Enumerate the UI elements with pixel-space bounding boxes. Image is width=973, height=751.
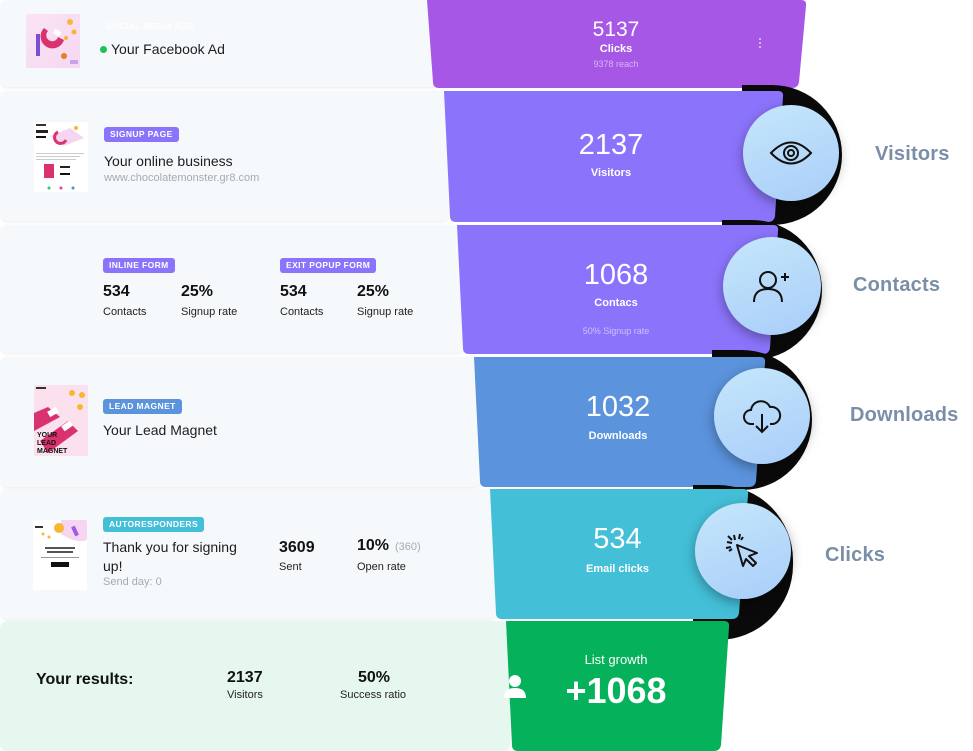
signup-rate-detail: 50% Signup rate: [582, 326, 650, 336]
autoresponder-card[interactable]: AUTORESPONDERS Thank you for signing up!…: [0, 489, 497, 619]
open-count: (360): [395, 541, 421, 553]
user-plus-icon: [753, 271, 789, 303]
sent-count: 3609: [279, 539, 315, 556]
eye-icon: [769, 141, 813, 165]
svg-text:LEAD: LEAD: [37, 440, 56, 447]
autoresponder-thumbnail: [33, 520, 87, 590]
signup-page-url[interactable]: www.chocolatemonster.gr8.com: [104, 172, 260, 184]
visitors-stage-button[interactable]: [743, 105, 839, 201]
funnel-stage-clicks[interactable]: 5137 Clicks 9378 reach: [425, 0, 807, 88]
signup-page-card[interactable]: SIGNUP PAGE Your online business www.cho…: [0, 91, 450, 221]
exit-popup-form-badge: EXIT POPUP FORM: [280, 258, 377, 273]
contacts-stage-label: Contacts: [853, 274, 941, 296]
open-rate-label: Open rate: [357, 561, 406, 573]
facebook-ad-thumbnail: [26, 14, 80, 68]
signup-page-title: Your online business: [104, 153, 233, 169]
exit-popup-contacts-label: Contacts: [280, 306, 324, 318]
autoresponders-badge: AUTORESPONDERS: [103, 517, 205, 532]
contacts-stage-button[interactable]: [723, 237, 821, 335]
funnel-stage-downloads[interactable]: 1032 Downloads: [470, 357, 766, 487]
inline-form-badge: INLINE FORM: [103, 258, 175, 273]
autoresponder-title-line1: Thank you for signing: [103, 539, 237, 555]
inline-form-rate: 25%: [181, 283, 214, 300]
results-visitors: 2137: [227, 669, 263, 686]
downloads-value: 1032: [585, 391, 651, 423]
results-card: Your results: 2137 Visitors 50% Success …: [0, 621, 510, 751]
contacts-value: 1068: [583, 259, 649, 291]
clicks-value: 5137: [592, 18, 640, 41]
list-growth-panel: List growth +1068: [502, 621, 730, 751]
ad-title: Your Facebook Ad: [111, 41, 225, 57]
list-growth-caption: List growth: [584, 652, 648, 667]
funnel-stage-email-clicks[interactable]: 534 Email clicks: [486, 489, 749, 619]
list-growth-value-row: +1068: [502, 673, 730, 709]
lead-magnet-badge: LEAD MAGNET: [103, 399, 182, 414]
results-success-ratio: 50%: [358, 669, 391, 686]
exit-popup-rate-label: Signup rate: [357, 306, 414, 318]
inline-form-contacts: 534: [103, 283, 130, 300]
results-visitors-label: Visitors: [227, 689, 263, 701]
visitors-stage-label: Visitors: [875, 143, 950, 165]
send-day: Send day: 0: [103, 576, 162, 588]
user-icon: [504, 675, 526, 698]
exit-popup-rate: 25%: [357, 283, 390, 300]
open-rate: 10%: [357, 537, 390, 554]
more-vertical-icon[interactable]: [758, 38, 762, 50]
funnel-stage-visitors[interactable]: 2137 Visitors: [438, 91, 784, 222]
visitors-value: 2137: [578, 129, 644, 161]
svg-text:MAGNET: MAGNET: [37, 448, 68, 455]
email-clicks-caption: Email clicks: [586, 563, 649, 575]
reach-detail: 9378 reach: [593, 59, 639, 69]
sent-label: Sent: [279, 561, 302, 573]
downloads-caption: Downloads: [588, 430, 648, 442]
cursor-click-icon: [725, 533, 758, 567]
inline-form-rate-label: Signup rate: [181, 306, 238, 318]
clicks-stage-button[interactable]: [695, 503, 791, 599]
list-growth-value: +1068: [565, 670, 667, 711]
inline-form-contacts-label: Contacts: [103, 306, 147, 318]
results-heading: Your results:: [36, 671, 134, 688]
svg-text:YOUR: YOUR: [37, 432, 57, 439]
exit-popup-contacts: 534: [280, 283, 307, 300]
contacts-caption: Contacs: [594, 297, 638, 309]
downloads-stage-label: Downloads: [850, 404, 959, 426]
signup-page-badge: SIGNUP PAGE: [104, 127, 179, 142]
autoresponder-title-line2: up!: [103, 558, 123, 574]
status-dot: [100, 46, 107, 53]
lead-magnet-card[interactable]: YOUR LEAD MAGNET LEAD MAGNET Your Lead M…: [0, 357, 482, 487]
lead-magnet-thumbnail: YOUR LEAD MAGNET: [34, 385, 88, 456]
lead-magnet-title: Your Lead Magnet: [103, 422, 217, 438]
results-success-label: Success ratio: [340, 689, 407, 701]
email-clicks-value: 534: [593, 523, 642, 555]
clicks-stage-label: Clicks: [825, 544, 886, 566]
downloads-stage-button[interactable]: [714, 368, 810, 464]
forms-card[interactable]: INLINE FORM 534 Contacts 25% Signup rate…: [0, 225, 465, 353]
signup-page-thumbnail: [34, 122, 88, 192]
social-media-ads-badge: SOCIAL MEDIA ADS: [106, 21, 194, 31]
facebook-ad-card[interactable]: SOCIAL MEDIA ADS Your Facebook Ad: [0, 0, 440, 87]
clicks-caption: Clicks: [599, 43, 633, 55]
funnel-stage-contacts[interactable]: 1068 Contacs 50% Signup rate: [453, 225, 779, 354]
visitors-caption: Visitors: [590, 167, 632, 179]
cloud-download-icon: [743, 400, 782, 434]
